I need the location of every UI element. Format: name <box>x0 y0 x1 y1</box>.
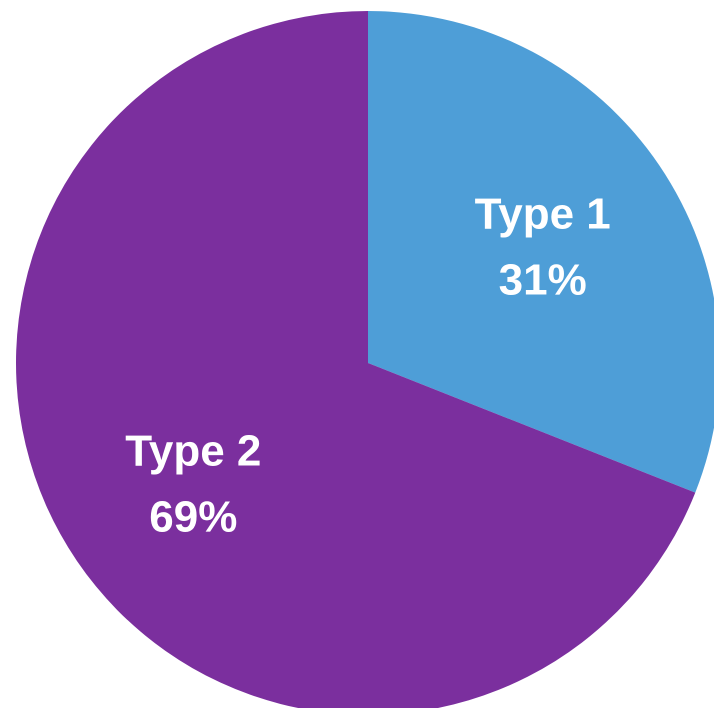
slice-label-type-2: Type 2 69% <box>125 427 261 542</box>
slice-label-type-1: Type 1 31% <box>475 189 611 304</box>
pie-slice-type-1 <box>368 11 714 493</box>
pie-slice-type-2 <box>16 11 696 708</box>
pie-labels: Type 1 31% Type 2 69% <box>125 189 610 541</box>
slice-percent: 69% <box>149 493 237 542</box>
slice-name: Type 2 <box>125 427 261 476</box>
slice-percent: 31% <box>499 255 587 304</box>
slice-name: Type 1 <box>475 189 611 238</box>
pie-slices <box>16 11 714 708</box>
